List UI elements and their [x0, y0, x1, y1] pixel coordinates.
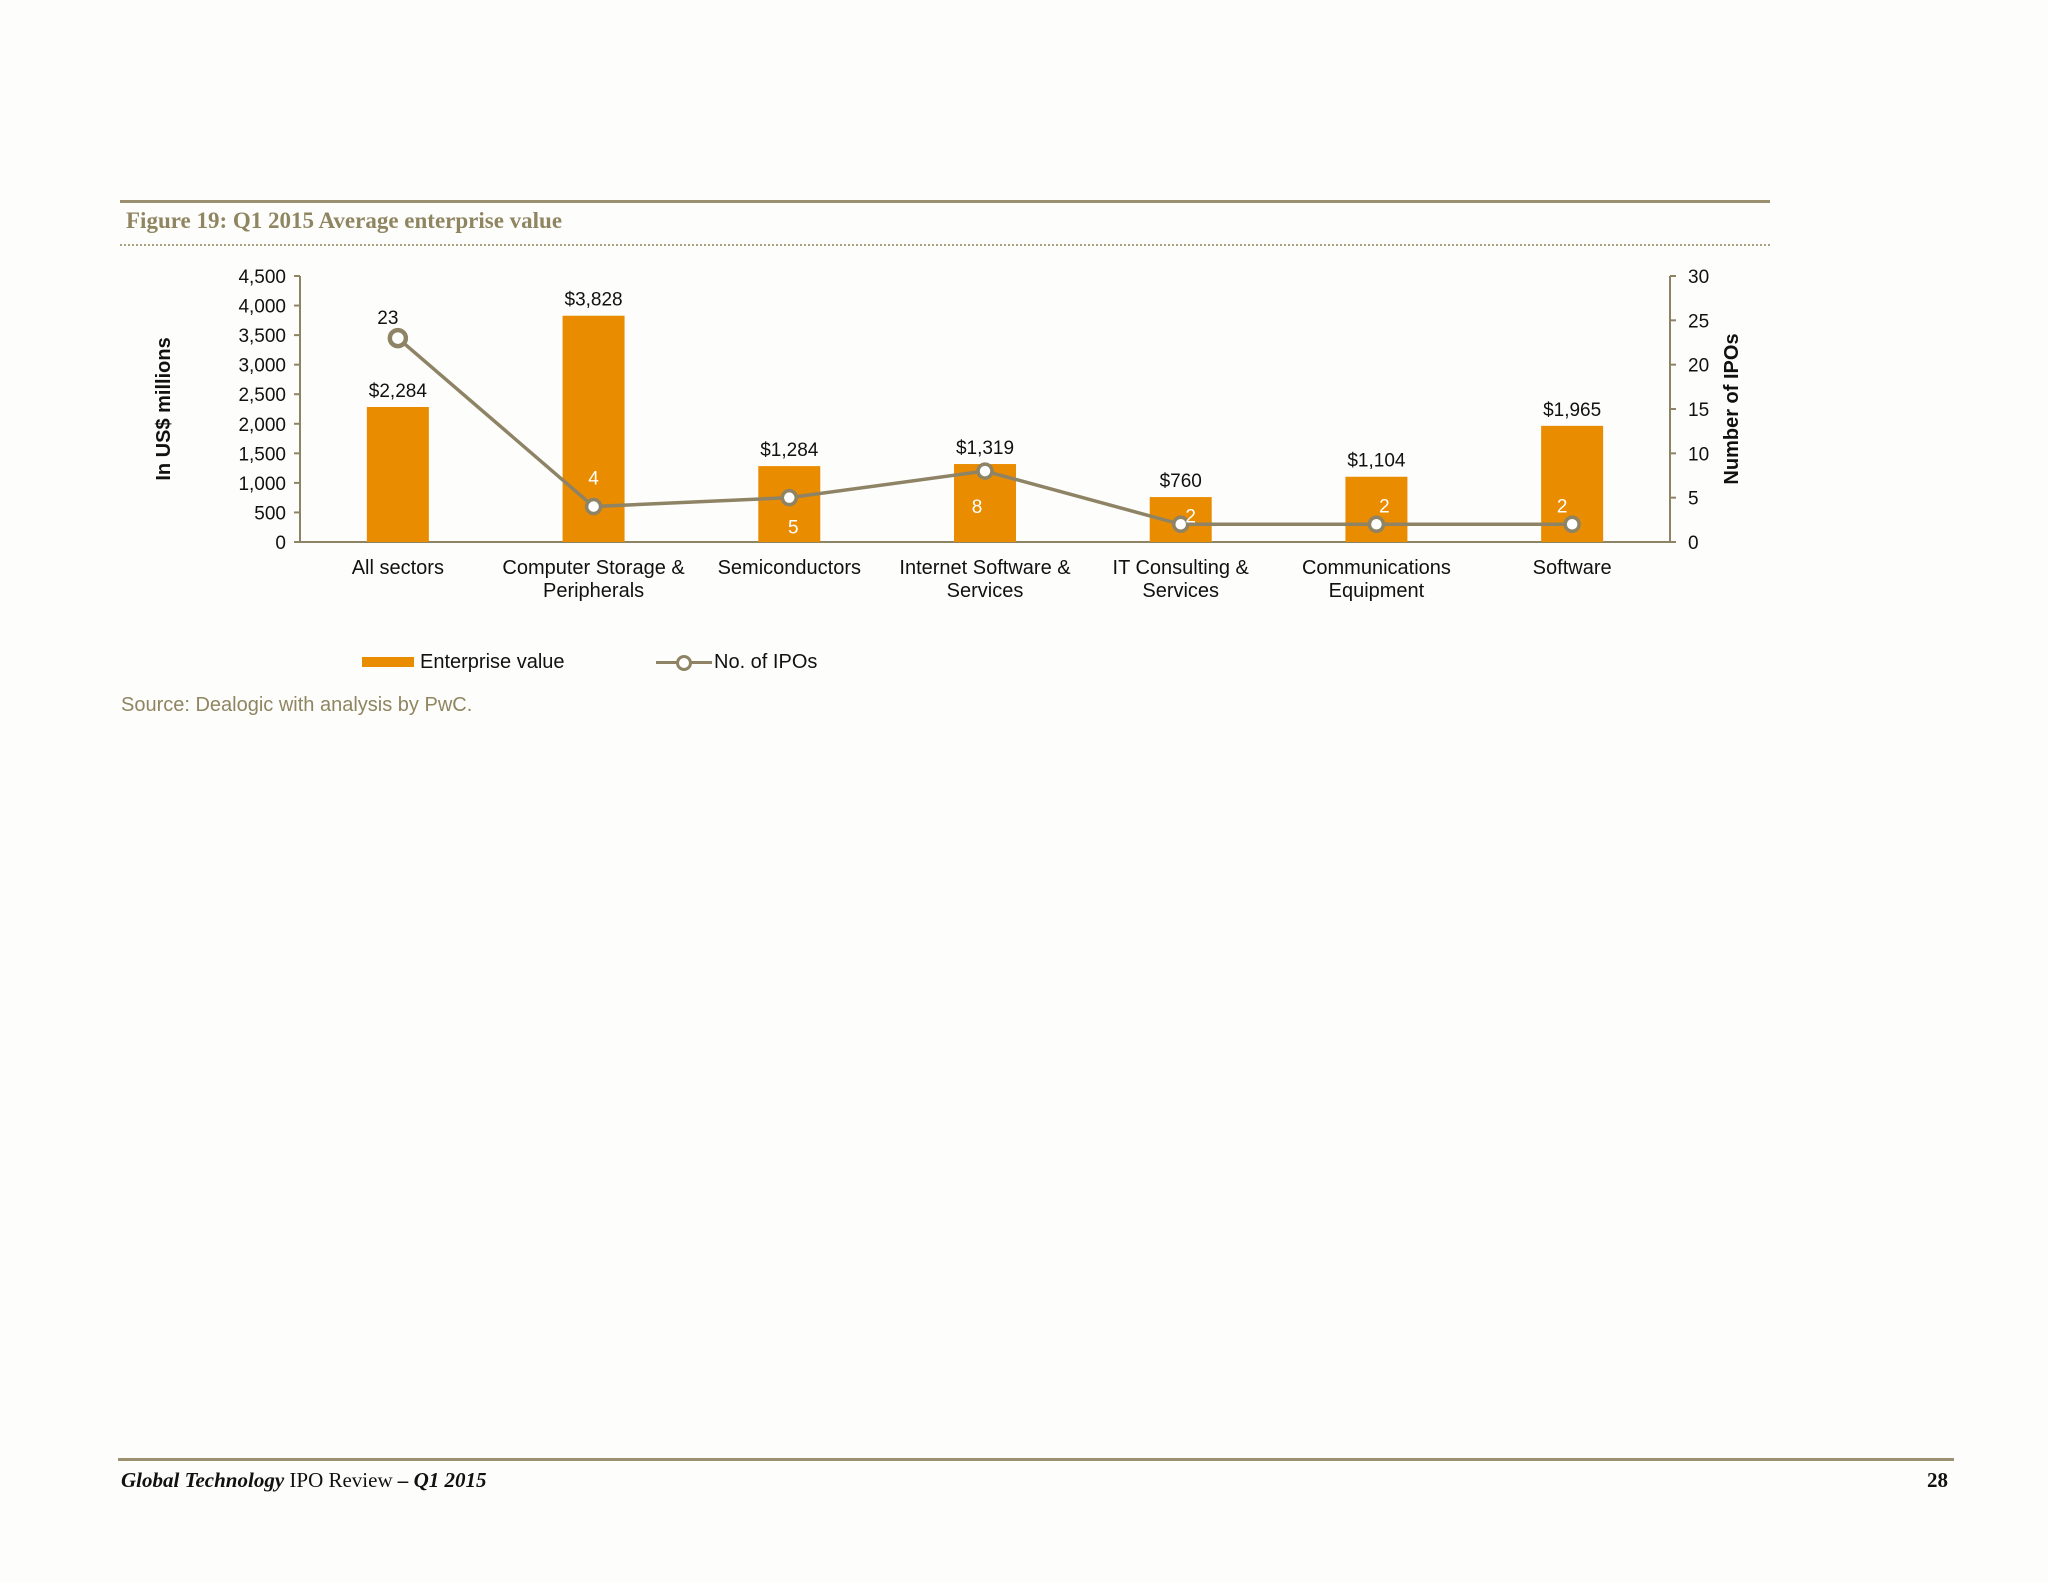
- ipo-point: [1367, 515, 1386, 534]
- y-tick-label-right: 30: [1688, 267, 1709, 288]
- x-tick-label: Communications: [1302, 557, 1451, 579]
- y-tick-label-left: 3,500: [238, 326, 286, 347]
- footer-title-end: – Q1 2015: [397, 1468, 487, 1492]
- footer-title-mid: IPO Review: [284, 1468, 398, 1492]
- bar-value-label: $2,284: [369, 381, 428, 402]
- x-tick-label: Services: [1142, 580, 1219, 602]
- x-tick-label: Software: [1533, 557, 1612, 579]
- x-tick-label: Semiconductors: [718, 557, 861, 579]
- ipo-value-label: 2: [1379, 496, 1390, 517]
- y-tick-label-left: 0: [275, 533, 286, 554]
- ipo-point: [976, 462, 994, 480]
- y-tick-label-left: 4,000: [238, 297, 286, 318]
- x-tick-label: Peripherals: [543, 580, 644, 602]
- y-tick-label-left: 4,500: [238, 267, 286, 288]
- y-tick-label-left: 1,000: [238, 474, 286, 495]
- page-number: 28: [1927, 1468, 1948, 1492]
- y-tick-label-right: 25: [1688, 311, 1709, 332]
- ipo-point: [584, 497, 603, 516]
- ipo-point: [387, 327, 409, 349]
- ipo-value-label: 4: [588, 469, 599, 490]
- legend-item-enterprise-value: Enterprise value: [362, 648, 565, 676]
- enterprise-value-chart: 0 500 1,000 1,500 2,000 2,500 3,000 3,500 4,000 4…: [153, 267, 1743, 602]
- bar-value-label: $1,319: [956, 438, 1014, 459]
- y-tick-label-left: 1,500: [238, 444, 286, 465]
- y-tick-label-left: 500: [254, 503, 286, 524]
- footer-rule: [118, 1458, 1954, 1461]
- ipo-value-label: 23: [377, 308, 398, 329]
- legend-line-swatch: [656, 652, 712, 672]
- y-axis-title-right: Number of IPOs: [1721, 333, 1743, 484]
- bar-value-label: $760: [1160, 471, 1202, 492]
- x-tick-label: Services: [947, 580, 1024, 602]
- x-tick-label: Computer Storage &: [502, 557, 685, 579]
- legend-item-ipos: No. of IPOs: [656, 648, 817, 676]
- figure-title-divider: [120, 244, 1770, 246]
- ipo-point: [1563, 515, 1581, 534]
- y-tick-label-left: 2,000: [238, 415, 286, 436]
- bar-value-label: $1,284: [760, 440, 819, 461]
- y-tick-label-right: 5: [1688, 489, 1699, 510]
- footer-title-bold: Global Technology: [121, 1468, 285, 1492]
- y-tick-label-left: 3,000: [238, 356, 286, 377]
- figure-top-rule: [120, 200, 1770, 203]
- bar: [366, 406, 429, 542]
- ipo-value-label: 2: [1185, 506, 1196, 527]
- ipo-point: [1171, 515, 1190, 534]
- ipo-value-label: 8: [972, 497, 983, 518]
- ipo-value-label: 5: [788, 518, 799, 539]
- x-tick-label: Internet Software &: [899, 557, 1071, 579]
- bar-value-label: $3,828: [565, 290, 623, 311]
- ipo-value-label: 2: [1557, 496, 1568, 517]
- x-tick-label: IT Consulting &: [1113, 557, 1250, 579]
- bar-value-label: $1,104: [1347, 451, 1406, 472]
- legend-label-ipos: No. of IPOs: [714, 650, 818, 673]
- legend-bar-swatch: [362, 657, 414, 667]
- y-tick-label-left: 2,500: [238, 385, 286, 406]
- y-tick-label-right: 15: [1688, 400, 1709, 421]
- y-tick-label-right: 10: [1688, 444, 1709, 465]
- y-tick-label-right: 0: [1688, 533, 1699, 554]
- source-note: Source: Dealogic with analysis by PwC.: [121, 694, 473, 716]
- y-axis-title-left: In US$ millions: [153, 337, 175, 480]
- y-tick-label-right: 20: [1688, 356, 1709, 377]
- legend-label-enterprise-value: Enterprise value: [420, 650, 565, 673]
- x-tick-label: Equipment: [1329, 580, 1425, 602]
- bar-value-label: $1,965: [1543, 400, 1601, 421]
- figure-title: Figure 19: Q1 2015 Average enterprise va…: [126, 208, 563, 233]
- ipo-point: [780, 488, 799, 507]
- x-tick-label: All sectors: [352, 557, 444, 579]
- footer-title: Global Technology IPO Review – Q1 2015: [121, 1468, 487, 1493]
